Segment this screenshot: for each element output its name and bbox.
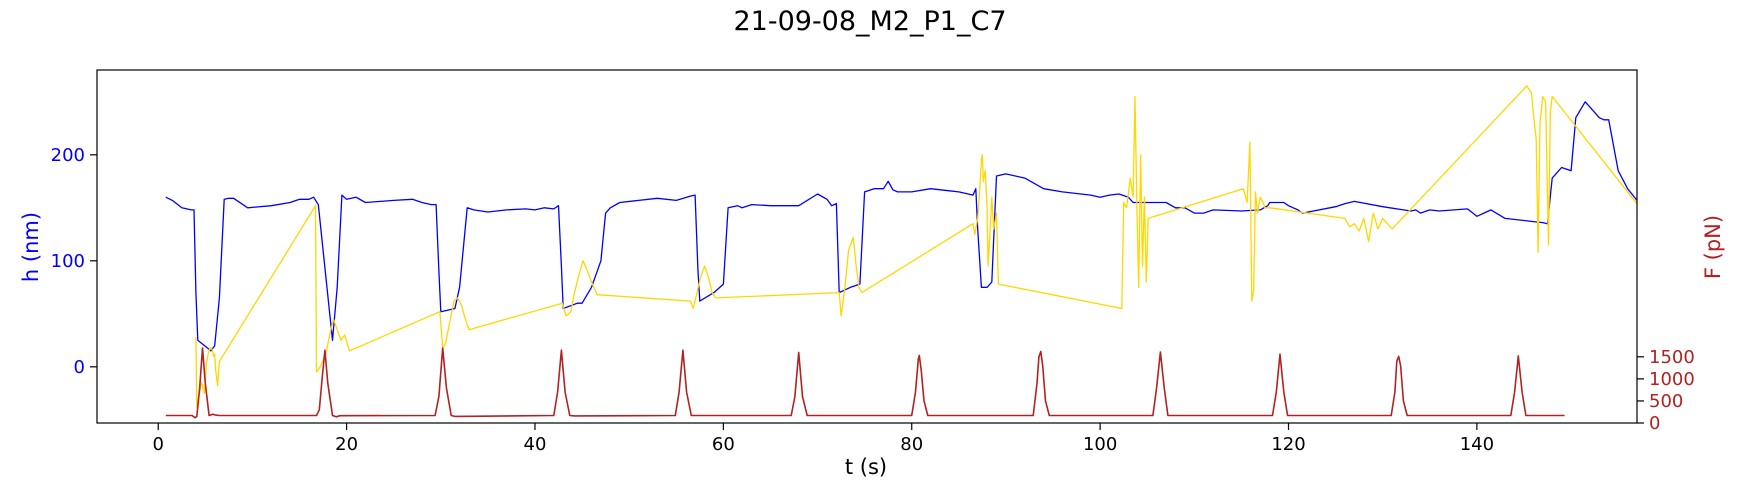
y-right-tick-label: 1500 <box>1649 347 1695 368</box>
h-high-force-series-line <box>195 85 1637 408</box>
y-left-tick-label: 0 <box>74 357 85 378</box>
plot-area <box>97 70 1637 423</box>
x-tick-label: 140 <box>1460 434 1494 455</box>
x-tick-label: 20 <box>335 434 358 455</box>
y-right-tick-label: 500 <box>1649 391 1683 412</box>
x-tick-label: 80 <box>900 434 923 455</box>
x-tick-label: 100 <box>1083 434 1117 455</box>
h-series-line <box>165 101 1637 352</box>
force-series-line <box>165 347 1565 419</box>
x-tick-label: 120 <box>1271 434 1305 455</box>
y-left-tick-label: 200 <box>51 145 85 166</box>
x-tick-label: 0 <box>152 434 163 455</box>
y-right-tick-label: 1000 <box>1649 369 1695 390</box>
chart-title: 21-09-08_M2_P1_C7 <box>733 6 1006 37</box>
x-tick-label: 60 <box>712 434 735 455</box>
plot-frame <box>96 69 1638 424</box>
y-axis-right-label: F (pN) <box>1701 215 1725 279</box>
y-left-tick-label: 100 <box>51 251 85 272</box>
x-axis-label: t (s) <box>845 455 887 479</box>
x-tick-label: 40 <box>524 434 547 455</box>
y-axis-left-label: h (nm) <box>19 212 43 282</box>
y-right-tick-label: 0 <box>1649 413 1660 434</box>
